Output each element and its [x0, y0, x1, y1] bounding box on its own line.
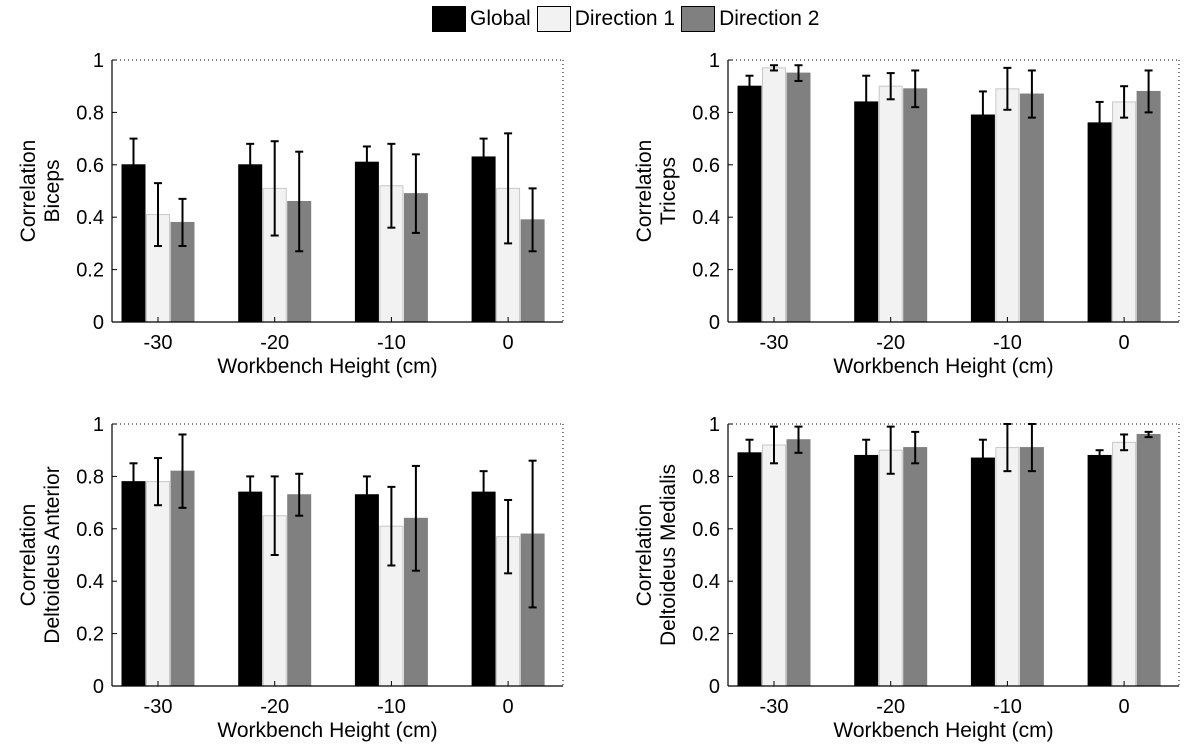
legend-swatch-direction-2 — [681, 6, 716, 32]
panel-1-xtick-label: -20 — [260, 332, 289, 354]
panel-4-bar-global — [970, 457, 995, 687]
panel-4-xtick-label: 0 — [1119, 696, 1130, 718]
legend-item-global: Global — [432, 6, 531, 32]
panel-4-bar-direction-1 — [878, 449, 903, 687]
panel-4-bar-direction-2 — [1019, 447, 1044, 687]
panel-3-ytick-label: 0.2 — [76, 624, 104, 646]
panel-1-bar-global — [238, 164, 263, 323]
panel-2-xtick-label: -20 — [876, 332, 905, 354]
panel-3-bar-global — [471, 491, 496, 687]
panel-3-ytick-label: 0.4 — [76, 571, 104, 593]
panel-4-bar-direction-2 — [903, 447, 928, 687]
panel-1-xtick-label: 0 — [503, 332, 514, 354]
panel-1-ytick-label: 0.8 — [76, 102, 104, 124]
panel-2-bar-direction-1 — [995, 88, 1020, 323]
legend-label-global: Global — [470, 7, 531, 30]
panel-2-bar-direction-2 — [903, 88, 928, 323]
panel-4-bar-global — [737, 452, 762, 687]
legend-swatch-global — [432, 6, 466, 32]
panel-3-xtick-label: -10 — [377, 696, 406, 718]
panel-2-ytick-label: 0.4 — [692, 207, 720, 229]
panel-1-ytick-label: 1 — [93, 50, 104, 72]
panel-2-xtick-label: 0 — [1119, 332, 1130, 354]
panel-2-bar-direction-1 — [878, 85, 903, 323]
panel-3-bar-global — [238, 491, 263, 687]
legend-label-direction-2: Direction 2 — [719, 7, 820, 30]
legend-item-direction-2: Direction 2 — [681, 6, 819, 32]
panel-3-ytick-label: 0.6 — [76, 519, 104, 541]
panel-3-bar-global — [354, 494, 379, 687]
panel-1-bar-global — [471, 156, 496, 323]
panel-1-x-axis-label: Workbench Height (cm) — [217, 355, 437, 378]
panel-3-y-axis-label: Deltoideus Anterior — [41, 466, 64, 643]
panel-2-bar-direction-2 — [786, 72, 811, 323]
panel-4-xtick-label: -10 — [993, 696, 1022, 718]
panel-4-x-axis-label: Workbench Height (cm) — [833, 719, 1053, 742]
panel-3-ytick-label: 0.8 — [76, 466, 104, 488]
panel-2-ytick-label: 0.2 — [692, 260, 720, 282]
panel-2-bar-global — [737, 85, 762, 323]
panel-1-ytick-label: 0.2 — [76, 260, 104, 282]
panel-3-x-axis-label: Workbench Height (cm) — [217, 719, 437, 742]
legend-item-direction-1: Direction 1 — [536, 6, 676, 32]
panel-4-y-axis-label: Correlation — [633, 504, 656, 607]
panel-3-xtick-label: 0 — [503, 696, 514, 718]
panel-3-bar-direction-1 — [146, 481, 170, 687]
panel-2-ytick-label: 0.8 — [692, 102, 720, 124]
panel-2-x-axis-label: Workbench Height (cm) — [833, 355, 1053, 378]
panel-3-y-axis-label: Correlation — [17, 504, 40, 607]
panel-3-xtick-label: -30 — [144, 696, 173, 718]
panel-4-bar-global — [1087, 454, 1112, 687]
panel-4-y-axis-label: Deltoideus Medialis — [657, 464, 680, 646]
panel-3-bar-global — [121, 481, 146, 687]
panel-2-bar-global — [970, 114, 995, 323]
panel-2-bar-global — [1087, 122, 1112, 323]
panel-1-ytick-label: 0 — [93, 312, 104, 334]
panel-4-ytick-label: 0.8 — [692, 466, 720, 488]
panel-2-y-axis-label: Triceps — [657, 157, 680, 225]
legend-swatch-direction-1 — [536, 6, 571, 32]
panel-4-ytick-label: 0.6 — [692, 519, 720, 541]
legend-label-direction-1: Direction 1 — [574, 7, 676, 30]
panel-2-xtick-label: -10 — [993, 332, 1022, 354]
panel-1-y-axis-label: Biceps — [41, 159, 64, 222]
panel-4-ytick-label: 1 — [709, 414, 720, 436]
panel-2-xtick-label: -30 — [760, 332, 789, 354]
panel-2-ytick-label: 0.6 — [692, 155, 720, 177]
panel-2-ytick-label: 0 — [709, 312, 720, 334]
panel-4-xtick-label: -20 — [876, 696, 905, 718]
panel-3-xtick-label: -20 — [260, 696, 289, 718]
panel-4-ytick-label: 0.2 — [692, 624, 720, 646]
panel-1-ytick-label: 0.6 — [76, 155, 104, 177]
panel-2-bar-direction-2 — [1136, 90, 1161, 323]
panel-2-bar-global — [854, 101, 879, 323]
panel-4-bar-direction-2 — [786, 439, 811, 687]
panel-2-bar-direction-2 — [1019, 93, 1044, 323]
panel-2-bar-direction-1 — [762, 67, 786, 323]
panel-4-bar-global — [854, 454, 879, 687]
panel-1-y-axis-label: Correlation — [17, 140, 40, 243]
panel-4-bar-direction-1 — [1112, 441, 1137, 687]
legend: Global Direction 1 Direction 2 — [432, 4, 825, 34]
panel-1-bar-global — [354, 161, 379, 323]
panel-4-xtick-label: -30 — [760, 696, 789, 718]
panel-3-bar-direction-2 — [287, 494, 312, 687]
panel-4-bar-direction-1 — [995, 447, 1020, 687]
panel-4-bar-direction-1 — [762, 444, 786, 687]
panel-1-xtick-label: -10 — [377, 332, 406, 354]
panel-1-xtick-label: -30 — [144, 332, 173, 354]
panel-4-ytick-label: 0 — [709, 676, 720, 698]
panel-2-y-axis-label: Correlation — [633, 140, 656, 243]
panel-4-ytick-label: 0.4 — [692, 571, 720, 593]
panel-4-bar-direction-2 — [1136, 433, 1161, 687]
panel-2-bar-direction-1 — [1112, 101, 1137, 323]
panel-3-ytick-label: 1 — [93, 414, 104, 436]
panel-2-ytick-label: 1 — [709, 50, 720, 72]
panel-1-ytick-label: 0.4 — [76, 207, 104, 229]
panel-3-ytick-label: 0 — [93, 676, 104, 698]
